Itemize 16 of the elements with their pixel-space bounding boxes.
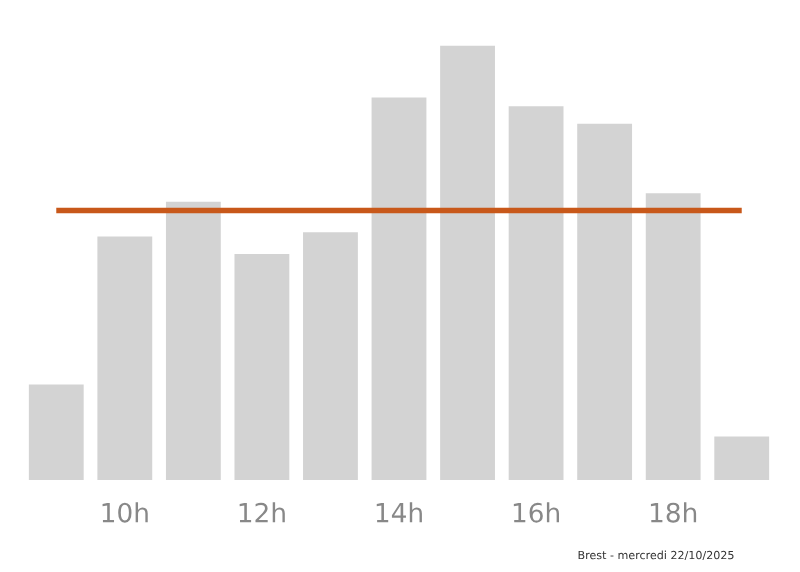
bar xyxy=(508,106,564,480)
bar xyxy=(577,123,633,480)
x-tick-label: 10h xyxy=(102,502,148,523)
bar xyxy=(371,97,427,480)
bar xyxy=(165,201,221,480)
x-tick-label: 18h xyxy=(650,502,697,523)
bar xyxy=(234,254,290,480)
x-tick-label: 14h xyxy=(376,502,422,523)
bar xyxy=(97,236,153,480)
bar xyxy=(303,232,358,480)
x-tick-label: 12h xyxy=(239,502,285,523)
x-tick-label: 16h xyxy=(513,502,559,523)
bar xyxy=(28,384,84,480)
bar xyxy=(440,45,495,480)
bar xyxy=(714,436,770,480)
bar xyxy=(645,193,701,480)
